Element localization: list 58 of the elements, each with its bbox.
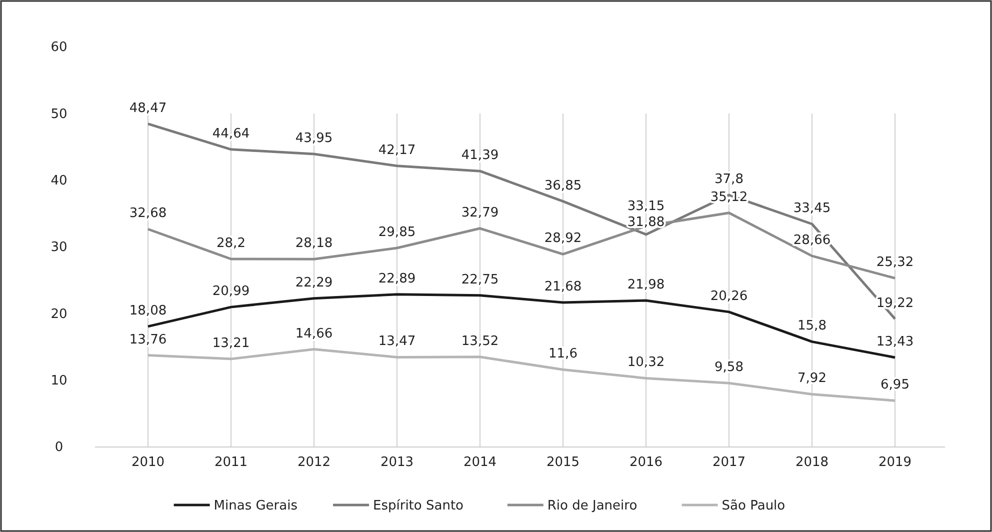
data-label: 28,92 bbox=[544, 231, 582, 246]
x-tick-label: 2012 bbox=[297, 455, 331, 470]
data-label: 48,47 bbox=[129, 100, 167, 116]
data-label: 32,79 bbox=[461, 205, 499, 220]
data-label: 22,75 bbox=[461, 272, 499, 288]
y-tick-label: 60 bbox=[50, 40, 68, 56]
data-label: 36,85 bbox=[544, 178, 582, 194]
legend-label: Espírito Santo bbox=[373, 498, 464, 514]
y-tick-label: 10 bbox=[50, 373, 68, 388]
data-label: 10,32 bbox=[627, 355, 665, 370]
data-label: 37,8 bbox=[714, 172, 744, 187]
data-label: 42,17 bbox=[378, 142, 416, 158]
data-label: 21,68 bbox=[544, 279, 582, 294]
data-label: 11,6 bbox=[548, 346, 578, 362]
data-label: 13,43 bbox=[876, 334, 914, 350]
x-tick-label: 2011 bbox=[214, 455, 248, 470]
x-tick-label: 2014 bbox=[463, 455, 497, 470]
data-label: 9,58 bbox=[714, 360, 744, 376]
data-label: 31,88 bbox=[627, 215, 665, 230]
data-label: 13,52 bbox=[461, 334, 499, 349]
x-tick-label: 2019 bbox=[878, 455, 912, 470]
data-label: 14,66 bbox=[295, 326, 333, 342]
data-label: 28,2 bbox=[216, 236, 246, 251]
data-label: 29,85 bbox=[378, 225, 416, 240]
data-label: 21,98 bbox=[627, 277, 665, 292]
x-tick-label: 2017 bbox=[712, 455, 746, 470]
y-tick-label: 0 bbox=[54, 440, 64, 456]
data-label: 18,08 bbox=[129, 303, 167, 318]
legend-label: São Paulo bbox=[722, 498, 786, 514]
data-label: 32,68 bbox=[129, 206, 167, 222]
y-tick-label: 30 bbox=[50, 240, 68, 256]
data-label: 25,32 bbox=[876, 255, 914, 270]
data-label: 44,64 bbox=[212, 126, 250, 142]
data-label: 13,47 bbox=[378, 334, 416, 350]
y-tick-label: 50 bbox=[50, 106, 68, 122]
data-label: 7,92 bbox=[798, 371, 826, 386]
x-tick-label: 2018 bbox=[795, 455, 829, 470]
data-label: 6,95 bbox=[880, 378, 910, 393]
data-label: 41,39 bbox=[461, 148, 499, 164]
x-tick-label: 2015 bbox=[546, 455, 580, 470]
y-tick-label: 40 bbox=[50, 173, 68, 188]
y-tick-label: 20 bbox=[50, 306, 68, 322]
data-label: 20,99 bbox=[212, 284, 250, 300]
legend-label: Rio de Janeiro bbox=[547, 498, 638, 514]
data-label: 33,45 bbox=[793, 201, 831, 216]
x-tick-label: 2010 bbox=[131, 455, 165, 470]
x-tick-label: 2016 bbox=[629, 455, 663, 470]
data-label: 33,15 bbox=[627, 199, 665, 214]
data-label: 20,26 bbox=[710, 288, 748, 304]
data-label: 28,18 bbox=[295, 236, 333, 252]
data-label: 22,89 bbox=[378, 271, 416, 286]
data-label: 15,8 bbox=[798, 318, 826, 334]
data-label: 13,76 bbox=[129, 332, 167, 348]
data-label: 13,21 bbox=[212, 336, 250, 351]
data-label: 43,95 bbox=[295, 131, 333, 146]
x-tick-label: 2013 bbox=[380, 455, 414, 470]
legend-label: Minas Gerais bbox=[214, 498, 298, 514]
data-label: 22,29 bbox=[295, 275, 333, 290]
